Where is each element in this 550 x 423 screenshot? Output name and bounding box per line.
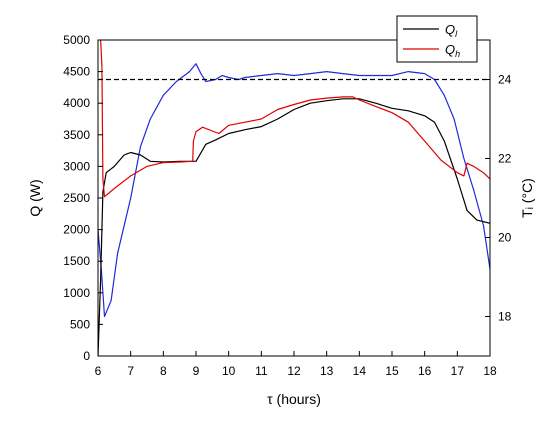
x-tick-label: 13 (320, 364, 334, 378)
x-tick-label: 15 (385, 364, 399, 378)
x-tick-label: 11 (255, 364, 268, 378)
y-left-tick-label: 4000 (63, 96, 90, 110)
y-axis-left-label: Q (W) (27, 179, 43, 216)
y-left-tick-label: 3000 (63, 159, 90, 173)
y-left-tick-label: 0 (83, 349, 90, 363)
series-line-q-h (100, 40, 490, 198)
y-left-tick-label: 500 (70, 317, 90, 331)
y-right-tick-label: 18 (498, 310, 512, 324)
x-tick-label: 9 (193, 364, 200, 378)
y-left-tick-label: 4500 (63, 65, 90, 79)
x-axis-label: τ (hours) (267, 391, 321, 407)
series-line-t-i (98, 63, 490, 318)
legend-label-q-h-sub: h (455, 49, 460, 59)
x-tick-label: 18 (483, 364, 497, 378)
y-left-tick-label: 3500 (63, 128, 90, 142)
legend-box (396, 15, 478, 63)
series-line-q-l (98, 98, 490, 356)
y-right-tick-label: 20 (498, 231, 512, 245)
legend-label-q-h: Qh (445, 42, 460, 59)
plot-lines (98, 40, 490, 356)
legend-label-q-l: Ql (445, 22, 458, 39)
x-tick-label: 14 (353, 364, 367, 378)
y-left-tick-label: 5000 (63, 33, 90, 47)
x-tick-label: 17 (451, 364, 465, 378)
legend-label-q-l-main: Q (445, 22, 455, 37)
legend-label-q-l-sub: l (455, 29, 458, 39)
y-axis-right-label: Tᵢ (°C) (519, 178, 535, 218)
y-left-tick-label: 2000 (63, 223, 90, 237)
y-right-tick-label: 24 (498, 73, 512, 87)
tick-labels: 6 7 8 9 10 11 12 13 14 15 16 17 18 0 500 1000 1500 2000 25… (63, 33, 511, 378)
plot-frame (97, 39, 491, 357)
x-tick-label: 8 (160, 364, 167, 378)
y-left-tick-label: 1500 (63, 254, 90, 268)
y-left-tick-label: 2500 (63, 191, 90, 205)
legend-label-q-h-main: Q (445, 42, 455, 57)
y-right-tick-label: 22 (498, 152, 512, 166)
x-tick-label: 10 (222, 364, 236, 378)
x-tick-label: 7 (127, 364, 134, 378)
x-tick-label: 6 (95, 364, 102, 378)
legend: Ql Qh (396, 15, 478, 63)
y-left-tick-label: 1000 (63, 286, 90, 300)
x-tick-label: 12 (287, 364, 301, 378)
x-tick-label: 16 (418, 364, 432, 378)
ticks (97, 39, 491, 357)
